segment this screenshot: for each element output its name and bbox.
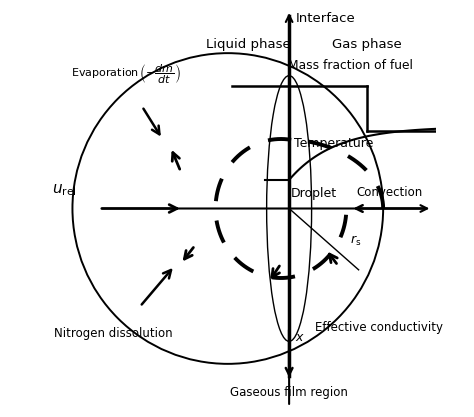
Text: Droplet: Droplet <box>291 187 337 200</box>
Text: Gas phase: Gas phase <box>332 38 401 51</box>
Text: Effective conductivity: Effective conductivity <box>315 321 443 334</box>
Text: Liquid phase: Liquid phase <box>206 38 291 51</box>
Text: Interface: Interface <box>296 12 356 25</box>
Text: Temperature: Temperature <box>294 137 374 150</box>
Text: Gaseous film region: Gaseous film region <box>230 386 348 399</box>
Text: $r_{\rm s}$: $r_{\rm s}$ <box>350 234 362 248</box>
Text: Evaporation $\!\left(-\dfrac{dm}{dt}\right)$: Evaporation $\!\left(-\dfrac{dm}{dt}\rig… <box>71 63 181 86</box>
Text: Nitrogen dissolution: Nitrogen dissolution <box>54 327 173 340</box>
Text: Mass fraction of fuel: Mass fraction of fuel <box>288 59 413 72</box>
Text: $u_{\rm rel}$: $u_{\rm rel}$ <box>52 183 76 198</box>
Text: $x$: $x$ <box>295 331 305 344</box>
Text: Convection: Convection <box>356 186 422 199</box>
